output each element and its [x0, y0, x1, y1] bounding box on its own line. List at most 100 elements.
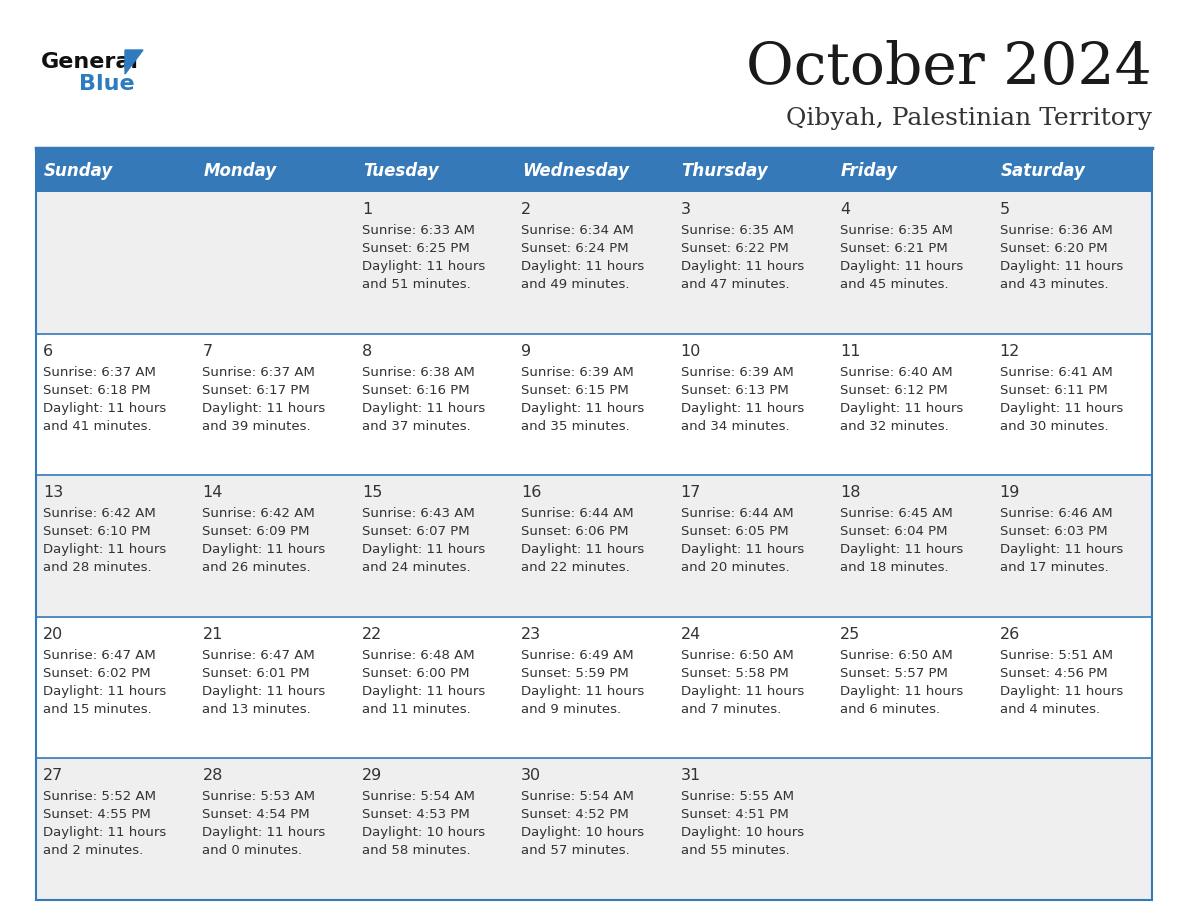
Text: and 51 minutes.: and 51 minutes.: [362, 278, 470, 291]
Text: Sunrise: 6:42 AM: Sunrise: 6:42 AM: [202, 508, 315, 521]
Text: and 35 minutes.: and 35 minutes.: [522, 420, 630, 432]
Polygon shape: [125, 50, 143, 74]
Text: and 58 minutes.: and 58 minutes.: [362, 845, 470, 857]
Text: Sunset: 6:04 PM: Sunset: 6:04 PM: [840, 525, 948, 538]
Text: Sunset: 4:52 PM: Sunset: 4:52 PM: [522, 809, 628, 822]
Text: Sunset: 6:00 PM: Sunset: 6:00 PM: [362, 666, 469, 680]
Text: Daylight: 11 hours: Daylight: 11 hours: [362, 543, 485, 556]
Text: Daylight: 11 hours: Daylight: 11 hours: [202, 543, 326, 556]
Text: 13: 13: [43, 486, 63, 500]
Bar: [36, 150, 1152, 900]
Text: Sunrise: 6:50 AM: Sunrise: 6:50 AM: [840, 649, 953, 662]
Text: Sunrise: 6:44 AM: Sunrise: 6:44 AM: [522, 508, 634, 521]
Text: 25: 25: [840, 627, 860, 642]
Text: Sunset: 6:05 PM: Sunset: 6:05 PM: [681, 525, 789, 538]
Text: 20: 20: [43, 627, 63, 642]
Text: 18: 18: [840, 486, 860, 500]
Text: Sunset: 6:02 PM: Sunset: 6:02 PM: [43, 666, 151, 680]
Text: and 22 minutes.: and 22 minutes.: [522, 561, 630, 574]
Text: and 49 minutes.: and 49 minutes.: [522, 278, 630, 291]
Text: Daylight: 10 hours: Daylight: 10 hours: [362, 826, 485, 839]
Text: 31: 31: [681, 768, 701, 783]
Text: Sunset: 6:18 PM: Sunset: 6:18 PM: [43, 384, 151, 397]
Text: 27: 27: [43, 768, 63, 783]
Text: Thursday: Thursday: [682, 162, 769, 180]
Text: and 0 minutes.: and 0 minutes.: [202, 845, 303, 857]
Text: 21: 21: [202, 627, 223, 642]
Text: Daylight: 11 hours: Daylight: 11 hours: [522, 401, 645, 415]
Text: Sunrise: 5:54 AM: Sunrise: 5:54 AM: [522, 790, 634, 803]
Text: Sunset: 6:22 PM: Sunset: 6:22 PM: [681, 242, 789, 255]
Text: Daylight: 11 hours: Daylight: 11 hours: [840, 543, 963, 556]
Bar: [674, 150, 833, 192]
Text: and 28 minutes.: and 28 minutes.: [43, 561, 152, 574]
Text: Sunset: 6:25 PM: Sunset: 6:25 PM: [362, 242, 469, 255]
Text: 1: 1: [362, 202, 372, 217]
Text: and 39 minutes.: and 39 minutes.: [202, 420, 311, 432]
Text: 12: 12: [999, 343, 1020, 359]
Text: Wednesday: Wednesday: [523, 162, 630, 180]
Text: and 15 minutes.: and 15 minutes.: [43, 703, 152, 716]
Text: Sunrise: 5:53 AM: Sunrise: 5:53 AM: [202, 790, 316, 803]
Text: and 18 minutes.: and 18 minutes.: [840, 561, 949, 574]
Text: Daylight: 11 hours: Daylight: 11 hours: [43, 401, 166, 415]
Text: 8: 8: [362, 343, 372, 359]
Text: 22: 22: [362, 627, 383, 642]
Text: and 17 minutes.: and 17 minutes.: [999, 561, 1108, 574]
Text: and 20 minutes.: and 20 minutes.: [681, 561, 789, 574]
Text: Sunrise: 6:39 AM: Sunrise: 6:39 AM: [681, 365, 794, 378]
Text: and 34 minutes.: and 34 minutes.: [681, 420, 789, 432]
Text: Sunset: 5:59 PM: Sunset: 5:59 PM: [522, 666, 628, 680]
Text: Sunrise: 6:47 AM: Sunrise: 6:47 AM: [202, 649, 315, 662]
Text: 15: 15: [362, 486, 383, 500]
Bar: [833, 150, 992, 192]
Text: and 37 minutes.: and 37 minutes.: [362, 420, 470, 432]
Text: Daylight: 11 hours: Daylight: 11 hours: [840, 401, 963, 415]
Text: Sunset: 6:12 PM: Sunset: 6:12 PM: [840, 384, 948, 397]
Text: and 55 minutes.: and 55 minutes.: [681, 845, 790, 857]
Text: Sunset: 6:03 PM: Sunset: 6:03 PM: [999, 525, 1107, 538]
Text: Daylight: 11 hours: Daylight: 11 hours: [43, 685, 166, 698]
Text: and 11 minutes.: and 11 minutes.: [362, 703, 470, 716]
Text: and 32 minutes.: and 32 minutes.: [840, 420, 949, 432]
Text: 17: 17: [681, 486, 701, 500]
Text: Sunset: 6:17 PM: Sunset: 6:17 PM: [202, 384, 310, 397]
Text: and 45 minutes.: and 45 minutes.: [840, 278, 949, 291]
Text: Sunrise: 6:43 AM: Sunrise: 6:43 AM: [362, 508, 475, 521]
Text: Sunset: 6:10 PM: Sunset: 6:10 PM: [43, 525, 151, 538]
Text: 7: 7: [202, 343, 213, 359]
Text: 14: 14: [202, 486, 223, 500]
Text: Sunrise: 6:44 AM: Sunrise: 6:44 AM: [681, 508, 794, 521]
Text: Sunrise: 6:40 AM: Sunrise: 6:40 AM: [840, 365, 953, 378]
Text: 19: 19: [999, 486, 1020, 500]
Text: Sunrise: 6:42 AM: Sunrise: 6:42 AM: [43, 508, 156, 521]
Text: 5: 5: [999, 202, 1010, 217]
Text: Sunset: 6:11 PM: Sunset: 6:11 PM: [999, 384, 1107, 397]
Text: and 2 minutes.: and 2 minutes.: [43, 845, 144, 857]
Text: Daylight: 11 hours: Daylight: 11 hours: [522, 685, 645, 698]
Text: Daylight: 11 hours: Daylight: 11 hours: [362, 260, 485, 273]
Bar: [992, 150, 1152, 192]
Text: 16: 16: [522, 486, 542, 500]
Text: Daylight: 11 hours: Daylight: 11 hours: [840, 685, 963, 698]
Text: 23: 23: [522, 627, 542, 642]
Text: and 7 minutes.: and 7 minutes.: [681, 703, 781, 716]
Text: Sunrise: 6:34 AM: Sunrise: 6:34 AM: [522, 224, 634, 237]
Text: Sunrise: 6:37 AM: Sunrise: 6:37 AM: [202, 365, 315, 378]
Bar: [36, 617, 1152, 758]
Text: Daylight: 11 hours: Daylight: 11 hours: [362, 685, 485, 698]
Text: Sunset: 6:16 PM: Sunset: 6:16 PM: [362, 384, 469, 397]
Text: and 43 minutes.: and 43 minutes.: [999, 278, 1108, 291]
Text: Sunset: 5:58 PM: Sunset: 5:58 PM: [681, 666, 789, 680]
Text: Sunset: 6:09 PM: Sunset: 6:09 PM: [202, 525, 310, 538]
Text: 26: 26: [999, 627, 1019, 642]
Text: Sunrise: 6:50 AM: Sunrise: 6:50 AM: [681, 649, 794, 662]
Text: Daylight: 11 hours: Daylight: 11 hours: [522, 543, 645, 556]
Text: and 30 minutes.: and 30 minutes.: [999, 420, 1108, 432]
Text: and 9 minutes.: and 9 minutes.: [522, 703, 621, 716]
Text: Sunset: 6:24 PM: Sunset: 6:24 PM: [522, 242, 628, 255]
Text: Daylight: 11 hours: Daylight: 11 hours: [681, 543, 804, 556]
Text: and 6 minutes.: and 6 minutes.: [840, 703, 940, 716]
Text: Sunrise: 6:48 AM: Sunrise: 6:48 AM: [362, 649, 474, 662]
Text: 2: 2: [522, 202, 531, 217]
